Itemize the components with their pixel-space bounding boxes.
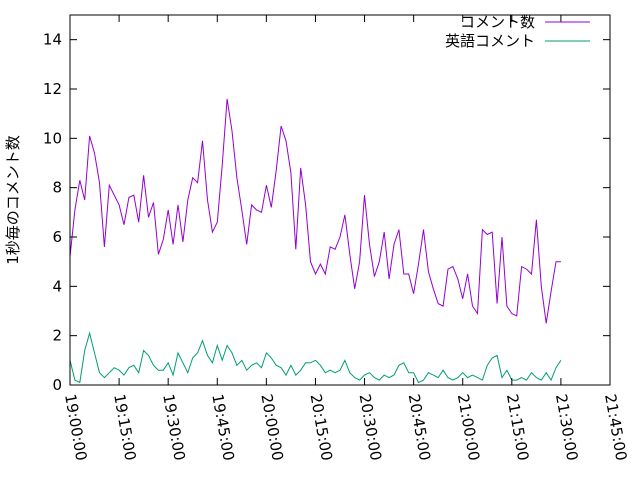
y-tick-label: 2 [52,327,62,345]
x-tick-label: 19:00:00 [61,393,90,462]
x-tick-label: 20:15:00 [307,393,336,462]
x-axis: 19:00:00 19:15:00 19:30:00 19:45:00 20:00:00… [61,15,630,462]
x-tick-label: 21:45:00 [601,393,630,462]
legend-label: 英語コメント [445,32,535,50]
y-tick-label: 4 [52,277,62,295]
x-tick-label: 19:15:00 [110,393,139,462]
x-tick-label: 20:45:00 [405,393,434,462]
y-tick-label: 10 [43,129,62,147]
y-axis-label: 1秒毎のコメント数 [4,135,22,265]
series-lines [69,98,562,384]
y-tick-label: 6 [52,228,62,246]
legend-label: コメント数 [460,13,535,31]
y-tick-label: 8 [52,179,62,197]
y-axis: 0 2 4 6 8 10 12 14 [43,31,610,394]
x-tick-label: 19:45:00 [208,393,237,462]
series-line-1 [69,331,562,384]
y-tick-label: 14 [43,31,62,49]
x-tick-label: 19:30:00 [159,393,188,462]
x-tick-label: 21:30:00 [552,393,581,462]
series-line-0 [69,98,561,324]
x-tick-label: 20:30:00 [356,393,385,462]
x-tick-label: 21:15:00 [503,393,532,462]
plot-frame [69,14,611,386]
x-tick-label: 21:00:00 [454,393,483,462]
x-tick-label: 20:00:00 [257,393,286,462]
y-tick-label: 0 [52,376,62,394]
y-tick-label: 12 [43,80,62,98]
